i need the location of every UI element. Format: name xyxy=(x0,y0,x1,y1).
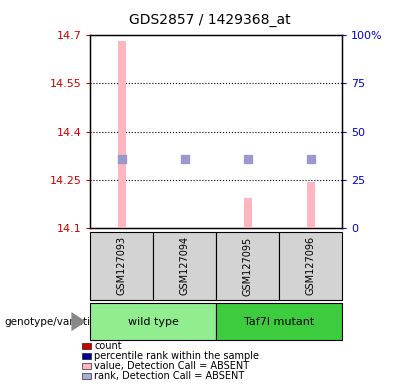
Point xyxy=(118,156,125,162)
Point xyxy=(244,156,251,162)
Text: wild type: wild type xyxy=(128,316,179,327)
Bar xyxy=(244,198,252,228)
Text: GDS2857 / 1429368_at: GDS2857 / 1429368_at xyxy=(129,13,291,27)
Text: GSM127096: GSM127096 xyxy=(306,237,316,295)
Text: value, Detection Call = ABSENT: value, Detection Call = ABSENT xyxy=(94,361,249,371)
Text: GSM127094: GSM127094 xyxy=(180,237,190,295)
Point xyxy=(181,156,188,162)
Text: count: count xyxy=(94,341,122,351)
Text: GSM127095: GSM127095 xyxy=(243,236,253,296)
Text: GSM127093: GSM127093 xyxy=(117,237,127,295)
Text: rank, Detection Call = ABSENT: rank, Detection Call = ABSENT xyxy=(94,371,245,381)
Point xyxy=(307,156,314,162)
Text: percentile rank within the sample: percentile rank within the sample xyxy=(94,351,260,361)
Bar xyxy=(118,41,126,228)
Text: Taf7l mutant: Taf7l mutant xyxy=(244,316,315,327)
Text: genotype/variation: genotype/variation xyxy=(4,316,103,327)
Bar xyxy=(307,182,315,228)
